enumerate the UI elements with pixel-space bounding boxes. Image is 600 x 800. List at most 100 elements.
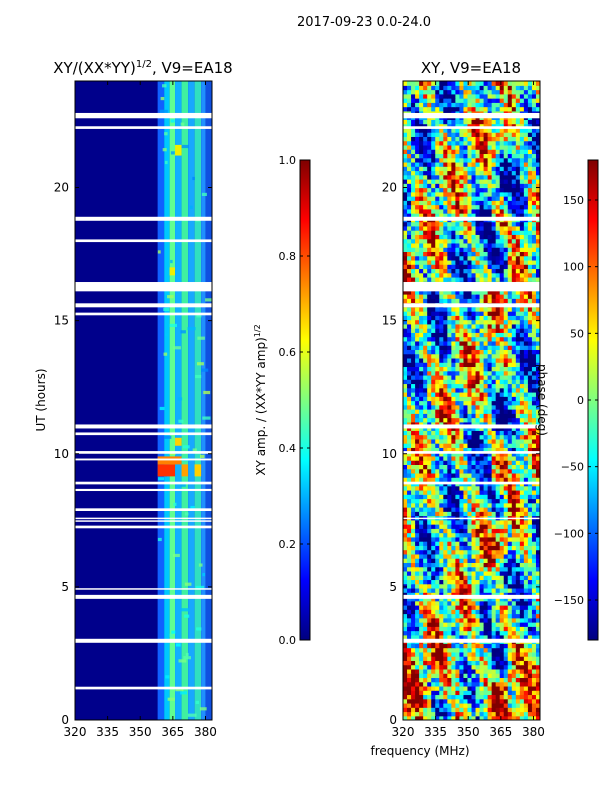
phase-cell — [523, 460, 529, 465]
amp-band — [157, 81, 165, 720]
phase-cell — [455, 319, 461, 325]
phase-cell — [431, 294, 436, 299]
phase-cell — [495, 136, 501, 142]
phase-cell — [483, 711, 489, 717]
phase-cell — [431, 472, 436, 478]
phase-cell — [495, 349, 501, 355]
phase-cell — [511, 387, 517, 393]
phase-cell — [527, 562, 533, 568]
phase-cell — [519, 698, 525, 704]
phase-cell — [459, 149, 465, 155]
phase-cell — [503, 558, 509, 563]
phase-cell — [471, 651, 477, 657]
phase-cell — [455, 191, 461, 197]
phase-cell — [411, 460, 416, 465]
phase-cell — [407, 196, 412, 201]
phase-cell — [403, 477, 408, 483]
phase-cell — [491, 570, 497, 576]
phase-cell — [523, 438, 529, 444]
phase-cell — [443, 694, 448, 700]
phase-cell — [471, 634, 477, 640]
phase-cell — [531, 323, 537, 329]
phase-cell — [495, 698, 501, 704]
phase-cell — [487, 379, 493, 385]
phase-cell — [439, 579, 444, 585]
phase-cell — [519, 196, 525, 201]
phase-cell — [407, 221, 412, 227]
phase-cell — [443, 660, 448, 666]
phase-cell — [451, 204, 456, 210]
phase-cell — [463, 647, 469, 653]
phase-cell — [427, 323, 432, 329]
phase-cell — [439, 387, 444, 393]
phase-cell — [471, 161, 477, 167]
phase-cell — [455, 519, 461, 525]
phase-cell — [427, 255, 432, 261]
phase-cell — [499, 443, 505, 448]
phase-cell — [535, 264, 540, 270]
phase-cell — [495, 370, 501, 376]
phase-cell — [515, 617, 521, 623]
phase-cell — [431, 502, 436, 508]
phase-cell — [411, 536, 416, 542]
phase-cell — [523, 613, 529, 619]
phase-cell — [455, 127, 461, 133]
phase-cell — [447, 404, 452, 410]
phase-cell — [451, 178, 456, 184]
phase-cell — [407, 404, 412, 410]
phase-cell — [463, 443, 469, 448]
phase-cell — [427, 472, 432, 478]
phase-cell — [419, 276, 424, 282]
phase-cell — [447, 472, 452, 478]
phase-cell — [439, 187, 444, 193]
phase-cell — [427, 409, 432, 414]
phase-cell — [419, 174, 424, 180]
phase-cell — [463, 272, 469, 278]
phase-cell — [515, 430, 521, 436]
phase-cell — [407, 634, 412, 640]
phase-cell — [455, 315, 461, 321]
phase-cell — [535, 587, 540, 593]
phase-cell — [519, 319, 525, 325]
phase-cell — [491, 592, 497, 598]
phase-cell — [447, 634, 452, 640]
phase-cell — [491, 311, 497, 316]
phase-cell — [519, 656, 525, 661]
phase-cell — [423, 315, 428, 321]
phase-cell — [451, 613, 456, 619]
phase-cell — [463, 183, 469, 189]
phase-cell — [403, 502, 408, 508]
phase-cell — [467, 489, 473, 495]
phase-cell — [491, 174, 497, 180]
phase-cell — [487, 494, 493, 500]
phase-cell — [523, 306, 529, 312]
phase-cell — [523, 562, 529, 568]
phase-cell — [443, 656, 448, 661]
amp-texture — [200, 454, 205, 459]
phase-cell — [523, 383, 529, 389]
phase-cell — [463, 438, 469, 444]
phase-cell — [455, 451, 461, 457]
phase-cell — [403, 558, 408, 563]
phase-cell — [419, 494, 424, 500]
phase-cell — [471, 255, 477, 261]
phase-cell — [499, 464, 505, 470]
phase-cell — [463, 166, 469, 172]
phase-cell — [475, 528, 481, 534]
phase-cell — [403, 707, 408, 713]
phase-cell — [447, 391, 452, 397]
phase-cell — [447, 575, 452, 581]
phase-cell — [483, 306, 489, 312]
phase-cell — [427, 123, 432, 129]
phase-cell — [499, 362, 505, 368]
phase-cell — [515, 259, 521, 265]
phase-cell — [451, 119, 456, 125]
amp-title-sup: 1/2 — [136, 59, 152, 70]
phase-cell — [531, 575, 537, 581]
phase-cell — [463, 345, 469, 350]
amp-heatmap — [75, 81, 212, 720]
phase-cell — [479, 489, 485, 495]
phase-cell — [495, 328, 501, 333]
phase-cell — [447, 127, 452, 133]
phase-cell — [535, 255, 540, 261]
